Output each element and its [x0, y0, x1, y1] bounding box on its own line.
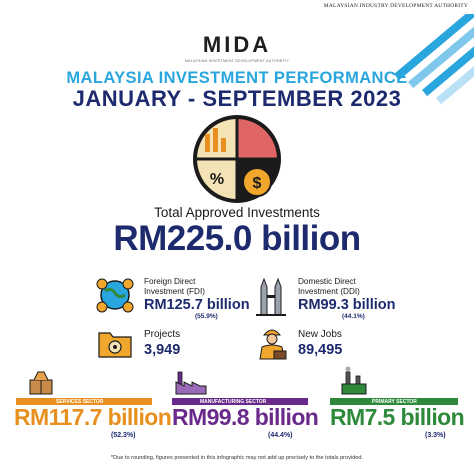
- primary-plant-icon: [341, 366, 367, 395]
- investment-pie-icon: % $: [193, 115, 281, 203]
- primary-sector-label: PRIMARY SECTOR: [372, 398, 417, 405]
- fdi-value: RM125.7 billion: [144, 297, 250, 313]
- manufacturing-sector-label: MANUFACTURING SECTOR: [200, 398, 267, 405]
- manufacturing-sector-value: RM99.8 billion: [172, 404, 319, 430]
- total-label: Total Approved Investments: [154, 205, 320, 220]
- primary-sector-bar: [330, 398, 458, 405]
- ddi-label-line2: Investment (DDI): [298, 287, 360, 296]
- worker-icon: [259, 329, 287, 360]
- services-sector-label: SERVICES SECTOR: [56, 398, 104, 405]
- title-line2: JANUARY - SEPTEMBER 2023: [72, 86, 402, 111]
- globe-money-icon: [96, 278, 134, 313]
- primary-sector-value: RM7.5 billion: [330, 404, 465, 430]
- manufacturing-sector-bar: [172, 398, 308, 405]
- services-sector-percent: (52.3%): [111, 432, 136, 439]
- manufacturing-sector-percent: (44.4%): [268, 432, 293, 439]
- jobs-label: New Jobs: [298, 329, 342, 340]
- svg-text:%: %: [210, 171, 224, 188]
- logo-word: MIDA: [202, 32, 272, 57]
- projects-label: Projects: [144, 329, 181, 340]
- twin-towers-icon: [256, 277, 286, 316]
- top-bar: MALAYSIAN INDUSTRY DEVELOPMENT AUTHORITY: [0, 0, 474, 14]
- footnote: *Due to rounding, figures presented in t…: [110, 455, 364, 461]
- logo-tagline: MALAYSIAN INVESTMENT DEVELOPMENT AUTHORI…: [184, 59, 290, 63]
- svg-text:$: $: [253, 175, 262, 192]
- jobs-value: 89,495: [298, 342, 343, 358]
- factory-icon: [175, 371, 207, 395]
- services-sector-value: RM117.7 billion: [14, 404, 172, 430]
- fdi-label-line2: Investment (FDI): [144, 287, 205, 296]
- projects-value: 3,949: [144, 342, 181, 358]
- fdi-label-line1: Foreign Direct: [144, 277, 196, 286]
- services-sector-bar: [16, 398, 152, 405]
- fdi-percent: (55.9%): [195, 313, 218, 320]
- folder-gear-icon: [98, 332, 132, 358]
- ddi-label-line1: Domestic Direct: [298, 277, 356, 286]
- title-line1: MALAYSIA INVESTMENT PERFORMANCE: [66, 69, 408, 87]
- agency-name: MALAYSIAN INDUSTRY DEVELOPMENT AUTHORITY: [323, 3, 468, 9]
- ddi-percent: (44.1%): [342, 313, 365, 320]
- ddi-value: RM99.3 billion: [298, 297, 396, 313]
- primary-sector-percent: (3.3%): [425, 432, 446, 439]
- total-value: RM225.0 billion: [113, 219, 361, 258]
- mida-logo: MIDA MALAYSIAN INVESTMENT DEVELOPMENT AU…: [0, 32, 474, 63]
- services-box-icon: [29, 371, 53, 395]
